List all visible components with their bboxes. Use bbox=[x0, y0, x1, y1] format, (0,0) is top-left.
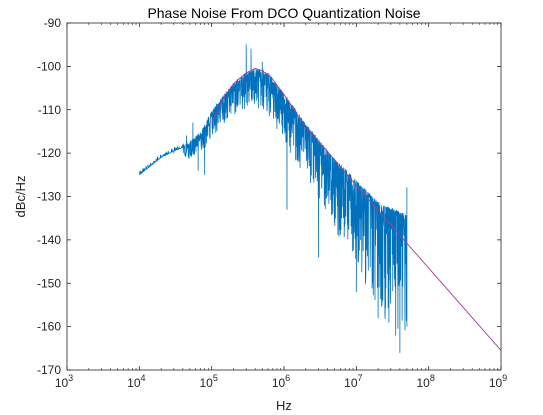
y-tick-label: -110 bbox=[38, 103, 61, 117]
y-tick-label: -130 bbox=[37, 190, 61, 204]
y-tick-label: -120 bbox=[37, 146, 61, 160]
series-line-measured bbox=[139, 44, 408, 354]
series-line-theoretical bbox=[211, 68, 502, 351]
chart-title: Phase Noise From DCO Quantization Noise bbox=[147, 5, 420, 21]
y-tick-label: -100 bbox=[37, 59, 61, 73]
plot-area bbox=[67, 23, 501, 370]
y-axis-title: dBc/Hz bbox=[13, 176, 28, 218]
x-tick-label: 109 bbox=[489, 373, 507, 390]
x-tick-label: 104 bbox=[127, 373, 145, 390]
x-axis-title: Hz bbox=[276, 398, 292, 413]
y-tick-label: -90 bbox=[44, 16, 62, 30]
x-tick-label: 106 bbox=[272, 373, 290, 390]
y-tick-label: -140 bbox=[37, 233, 61, 247]
series-layer bbox=[139, 44, 502, 354]
x-tick-label: 107 bbox=[344, 373, 362, 390]
y-tick-label: -150 bbox=[37, 276, 61, 290]
x-tick-label: 105 bbox=[199, 373, 217, 390]
y-tick-label: -170 bbox=[37, 363, 61, 377]
x-tick-label: 103 bbox=[55, 373, 73, 390]
y-tick-label: -160 bbox=[37, 320, 61, 334]
x-tick-label: 108 bbox=[416, 373, 434, 390]
